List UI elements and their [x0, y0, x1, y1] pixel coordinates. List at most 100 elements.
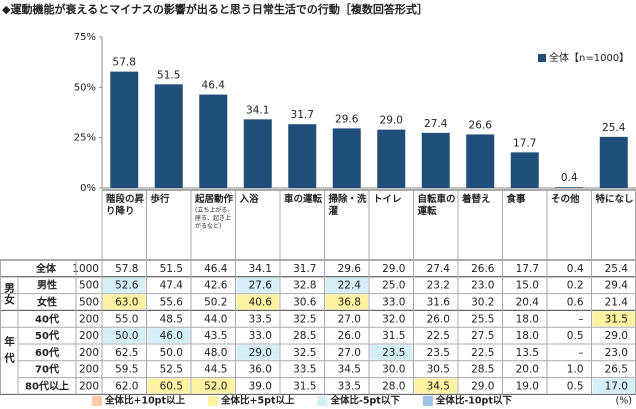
- row-label: 50代: [35, 329, 59, 342]
- cell-value: 42.6: [204, 280, 228, 292]
- cell-value: 51.5: [160, 263, 183, 275]
- cell-value: 20.0: [516, 364, 539, 376]
- cell-value: 46.4: [204, 263, 228, 275]
- cell-value: 26.0: [427, 313, 450, 325]
- cell-value: 22.4: [338, 280, 362, 292]
- cell-value: 30.6: [293, 297, 317, 309]
- cell-value: 17.0: [605, 381, 628, 393]
- cell-value: 50.0: [160, 347, 183, 359]
- row-label: 男性: [37, 279, 57, 292]
- value-label: 46.4: [202, 80, 226, 92]
- category-label: 入浴: [240, 194, 279, 206]
- category-text: 車の運転: [284, 194, 323, 205]
- cell-value: 21.4: [605, 297, 629, 309]
- y-tick-label: 50%: [74, 82, 96, 93]
- cell-value: 36.0: [249, 364, 272, 376]
- cell-value: 60.5: [160, 381, 183, 393]
- cell-highlight: [592, 378, 635, 394]
- category-label: 起居動作 (立ち上がる、座る、起き上がるなど): [195, 194, 234, 231]
- cell-value: 31.5: [605, 313, 628, 325]
- category-text: 入浴: [239, 194, 259, 205]
- cell-highlight: [103, 277, 146, 293]
- cell-value: 18.0: [516, 330, 539, 342]
- cell-value: 28.5: [471, 364, 494, 376]
- y-tick-label: 75%: [74, 32, 96, 43]
- cell-value: 0.6: [567, 297, 584, 309]
- value-label: 31.7: [291, 109, 314, 121]
- category-label: 車の運転: [284, 194, 323, 206]
- cell-highlight: [147, 328, 190, 343]
- cell-value: –: [578, 313, 583, 325]
- category-label: その他: [551, 194, 590, 206]
- value-label: 34.1: [246, 104, 269, 116]
- cell-value: 62.0: [115, 381, 138, 393]
- unit-label: (%): [616, 396, 632, 407]
- cell-value: 28.5: [293, 330, 316, 342]
- cell-highlight: [370, 345, 413, 360]
- cell-value: 0.2: [567, 280, 584, 292]
- cell-highlight: [103, 294, 146, 310]
- cell-highlight: [236, 345, 279, 360]
- value-label: 0.4: [561, 172, 578, 184]
- cell-value: 26.6: [471, 263, 495, 275]
- cell-value: 29.0: [471, 381, 494, 393]
- cell-value: 22.5: [427, 330, 450, 342]
- cell-value: 57.8: [115, 263, 138, 275]
- category-label: 着替え: [462, 194, 501, 206]
- category-text: 掃除・洗濯: [328, 194, 367, 217]
- row-label: 80代以上: [25, 380, 69, 393]
- cell-value: 43.5: [204, 330, 227, 342]
- category-label: 食事: [507, 194, 546, 206]
- cell-value: 33.5: [293, 364, 316, 376]
- row-label: 60代: [35, 346, 59, 359]
- cell-value: 33.5: [249, 313, 272, 325]
- cell-highlight: [325, 277, 368, 293]
- cell-value: 32.5: [293, 313, 316, 325]
- value-label: 27.4: [424, 118, 448, 130]
- legend-swatch: [538, 54, 546, 62]
- cell-highlight: [236, 294, 279, 310]
- cell-value: 32.5: [293, 347, 316, 359]
- cell-value: 25.4: [605, 263, 629, 275]
- category-note: (立ち上がる、座る、起き上がるなど): [195, 207, 234, 230]
- cell-value: 44.5: [204, 364, 227, 376]
- cell-value: 23.5: [382, 347, 405, 359]
- category-text: 起居動作: [195, 194, 234, 205]
- cell-value: 27.0: [338, 313, 361, 325]
- cell-value: 26.0: [338, 330, 361, 342]
- row-n: 1000: [72, 263, 99, 275]
- cell-highlight: [192, 378, 235, 394]
- category-label: 自転車の運転: [418, 194, 457, 218]
- row-label: 40代: [35, 312, 59, 325]
- legend-label: 全体比+5pt以上: [220, 395, 295, 407]
- cell-value: 33.0: [382, 297, 405, 309]
- chart-title: ◆運動機能が衰えるとマイナスの影響が出ると思う日常生活での行動［複数回答形式］: [2, 2, 428, 16]
- cell-value: 1.0: [567, 364, 584, 376]
- value-label: 26.6: [469, 119, 493, 131]
- cell-value: 52.0: [204, 381, 227, 393]
- cell-value: 39.0: [249, 381, 272, 393]
- cell-value: 55.0: [115, 313, 138, 325]
- row-label: 全体: [35, 262, 57, 275]
- bar: [243, 119, 272, 188]
- cell-highlight: [147, 378, 190, 394]
- cell-value: 27.5: [471, 330, 494, 342]
- category-label: トイレ: [373, 194, 412, 206]
- cell-value: 23.0: [471, 280, 494, 292]
- cell-value: 34.5: [338, 364, 361, 376]
- cell-value: 44.0: [204, 313, 227, 325]
- cell-value: 19.0: [516, 381, 539, 393]
- category-text: 歩行: [150, 194, 170, 205]
- category-label: 掃除・洗濯: [329, 194, 368, 218]
- bar: [510, 152, 539, 188]
- group-label: 男女: [3, 282, 15, 305]
- value-label: 29.6: [335, 113, 359, 125]
- cell-value: 34.5: [427, 381, 450, 393]
- cell-value: 31.5: [382, 330, 405, 342]
- legend-swatch: [422, 396, 433, 406]
- value-label: 17.7: [513, 137, 536, 149]
- category-text: 階段の昇り降り: [106, 194, 145, 217]
- cell-value: 29.6: [338, 263, 362, 275]
- row-label: 70代: [35, 363, 59, 376]
